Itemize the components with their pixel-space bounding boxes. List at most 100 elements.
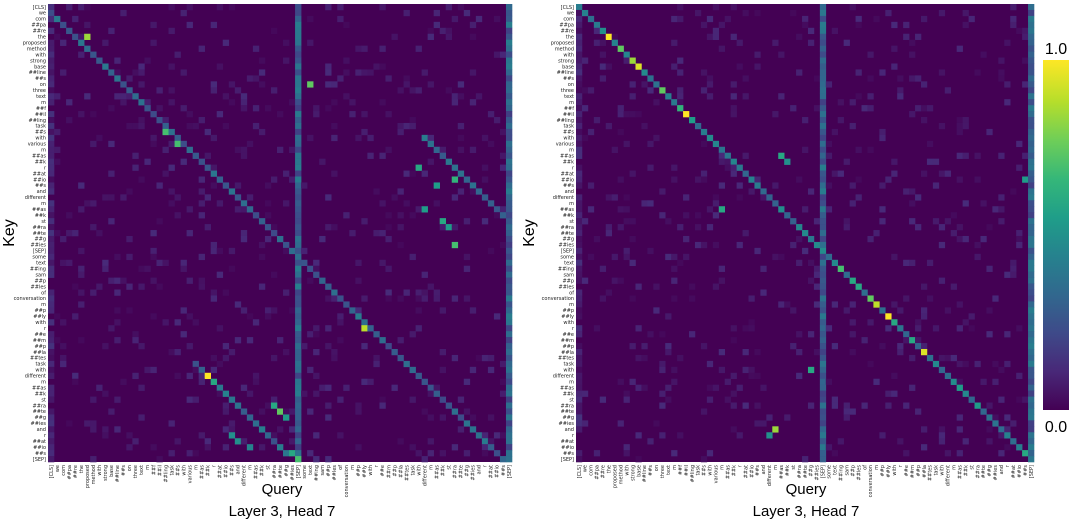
heatmap-cell <box>132 337 139 344</box>
heatmap-cell <box>778 51 785 58</box>
heatmap-cell <box>385 111 392 118</box>
heatmap-cell <box>576 93 583 100</box>
x-tick-label: with <box>708 465 714 476</box>
heatmap-cell <box>505 301 513 308</box>
heatmap-cell <box>505 57 513 64</box>
y-tick-label: ##ing <box>558 267 574 273</box>
heatmap-cell <box>102 63 109 70</box>
heatmap-cell <box>48 354 55 362</box>
heatmap-cell <box>481 164 489 171</box>
heatmap-cell <box>980 408 987 415</box>
heatmap-cell <box>150 247 157 255</box>
heatmap-cell <box>48 396 55 403</box>
heatmap-cell <box>325 69 332 76</box>
heatmap-cell <box>126 188 133 195</box>
heatmap-cell <box>295 63 302 70</box>
heatmap-cell <box>855 194 862 201</box>
heatmap-cell <box>126 253 133 261</box>
y-tick-label: ##ies <box>559 243 575 249</box>
heatmap-cell <box>505 313 513 320</box>
y-tick-label: some <box>32 255 46 261</box>
heatmap-cell <box>505 289 513 296</box>
heatmap-cell <box>451 194 459 201</box>
heatmap-cell <box>66 99 73 106</box>
heatmap-cell <box>505 253 513 261</box>
heatmap-cell <box>469 69 477 76</box>
heatmap-cell <box>114 426 121 433</box>
heatmap-cell <box>962 9 969 17</box>
heatmap-cell <box>295 259 302 267</box>
heatmap-cell <box>295 372 302 380</box>
heatmap-cell <box>174 194 181 201</box>
y-tick-label: ##la <box>561 350 574 356</box>
heatmap-cell <box>505 128 513 136</box>
heatmap-cell <box>635 63 642 70</box>
heatmap-cell <box>295 438 302 445</box>
heatmap-cell <box>505 176 513 183</box>
heatmap-cell <box>819 176 827 183</box>
heatmap-cell <box>1016 241 1023 249</box>
heatmap-cell <box>974 253 981 261</box>
heatmap-cell <box>210 295 218 302</box>
heatmap-cell <box>325 224 332 231</box>
heatmap-cell <box>295 57 302 64</box>
heatmap-cell <box>671 277 678 284</box>
heatmap-cell <box>427 438 434 445</box>
heatmap-cell <box>469 307 477 314</box>
heatmap-cell <box>760 265 767 272</box>
heatmap-cell <box>307 15 314 23</box>
heatmap-cell <box>391 33 398 40</box>
y-tick-label: text <box>564 94 574 100</box>
heatmap-cell <box>867 51 874 58</box>
heatmap-cell <box>355 277 362 284</box>
y-tick-label: [SEP] <box>33 457 46 463</box>
heatmap-cell <box>439 396 447 403</box>
heatmap-cell <box>505 122 513 130</box>
heatmap-cell <box>72 15 79 23</box>
heatmap-cell <box>915 408 922 415</box>
heatmap-cell <box>283 450 290 457</box>
y-tick-label: ##ies <box>31 243 47 249</box>
heatmap-cell <box>180 105 187 112</box>
x-tick-label: strong <box>103 465 109 481</box>
heatmap-cell <box>1010 21 1017 29</box>
heatmap-cell <box>647 200 654 207</box>
x-tick-label: different <box>422 465 428 486</box>
y-tick-label: ##as <box>32 207 46 213</box>
heatmap-cell <box>186 313 193 320</box>
heatmap-cell <box>742 325 749 332</box>
x-tick-label: ##as <box>254 465 260 479</box>
heatmap-cell <box>499 432 507 439</box>
heatmap-cell <box>505 105 513 112</box>
heatmap-cell <box>909 39 916 46</box>
heatmap-cell <box>198 212 205 219</box>
heatmap-cell <box>307 450 314 457</box>
heatmap-cell <box>192 152 199 159</box>
heatmap-cell <box>700 128 708 136</box>
heatmap-cell <box>48 27 55 35</box>
heatmap-cell <box>819 265 827 272</box>
heatmap-cell <box>385 224 392 231</box>
heatmap-cell <box>980 235 987 243</box>
heatmap-cell <box>108 170 115 177</box>
heatmap-cell <box>605 122 612 130</box>
heatmap-cell <box>270 27 278 35</box>
heatmap-cell <box>138 343 145 350</box>
heatmap-cell <box>192 366 199 374</box>
heatmap-cell <box>295 384 302 391</box>
heatmap-cell <box>138 81 145 88</box>
heatmap-cell <box>623 247 630 255</box>
heatmap-cell <box>831 301 839 308</box>
heatmap-cell <box>748 188 755 195</box>
heatmap-cell <box>481 218 489 225</box>
heatmap-cell <box>228 4 236 11</box>
heatmap-cell <box>48 200 55 207</box>
heatmap-cell <box>754 176 761 183</box>
y-tick-label: with <box>35 320 46 326</box>
heatmap-cell <box>505 117 513 124</box>
heatmap-cell <box>168 27 175 35</box>
heatmap-cell <box>813 283 821 290</box>
heatmap-cell <box>671 164 678 171</box>
heatmap-cell <box>289 247 296 255</box>
heatmap-cell <box>325 4 332 11</box>
